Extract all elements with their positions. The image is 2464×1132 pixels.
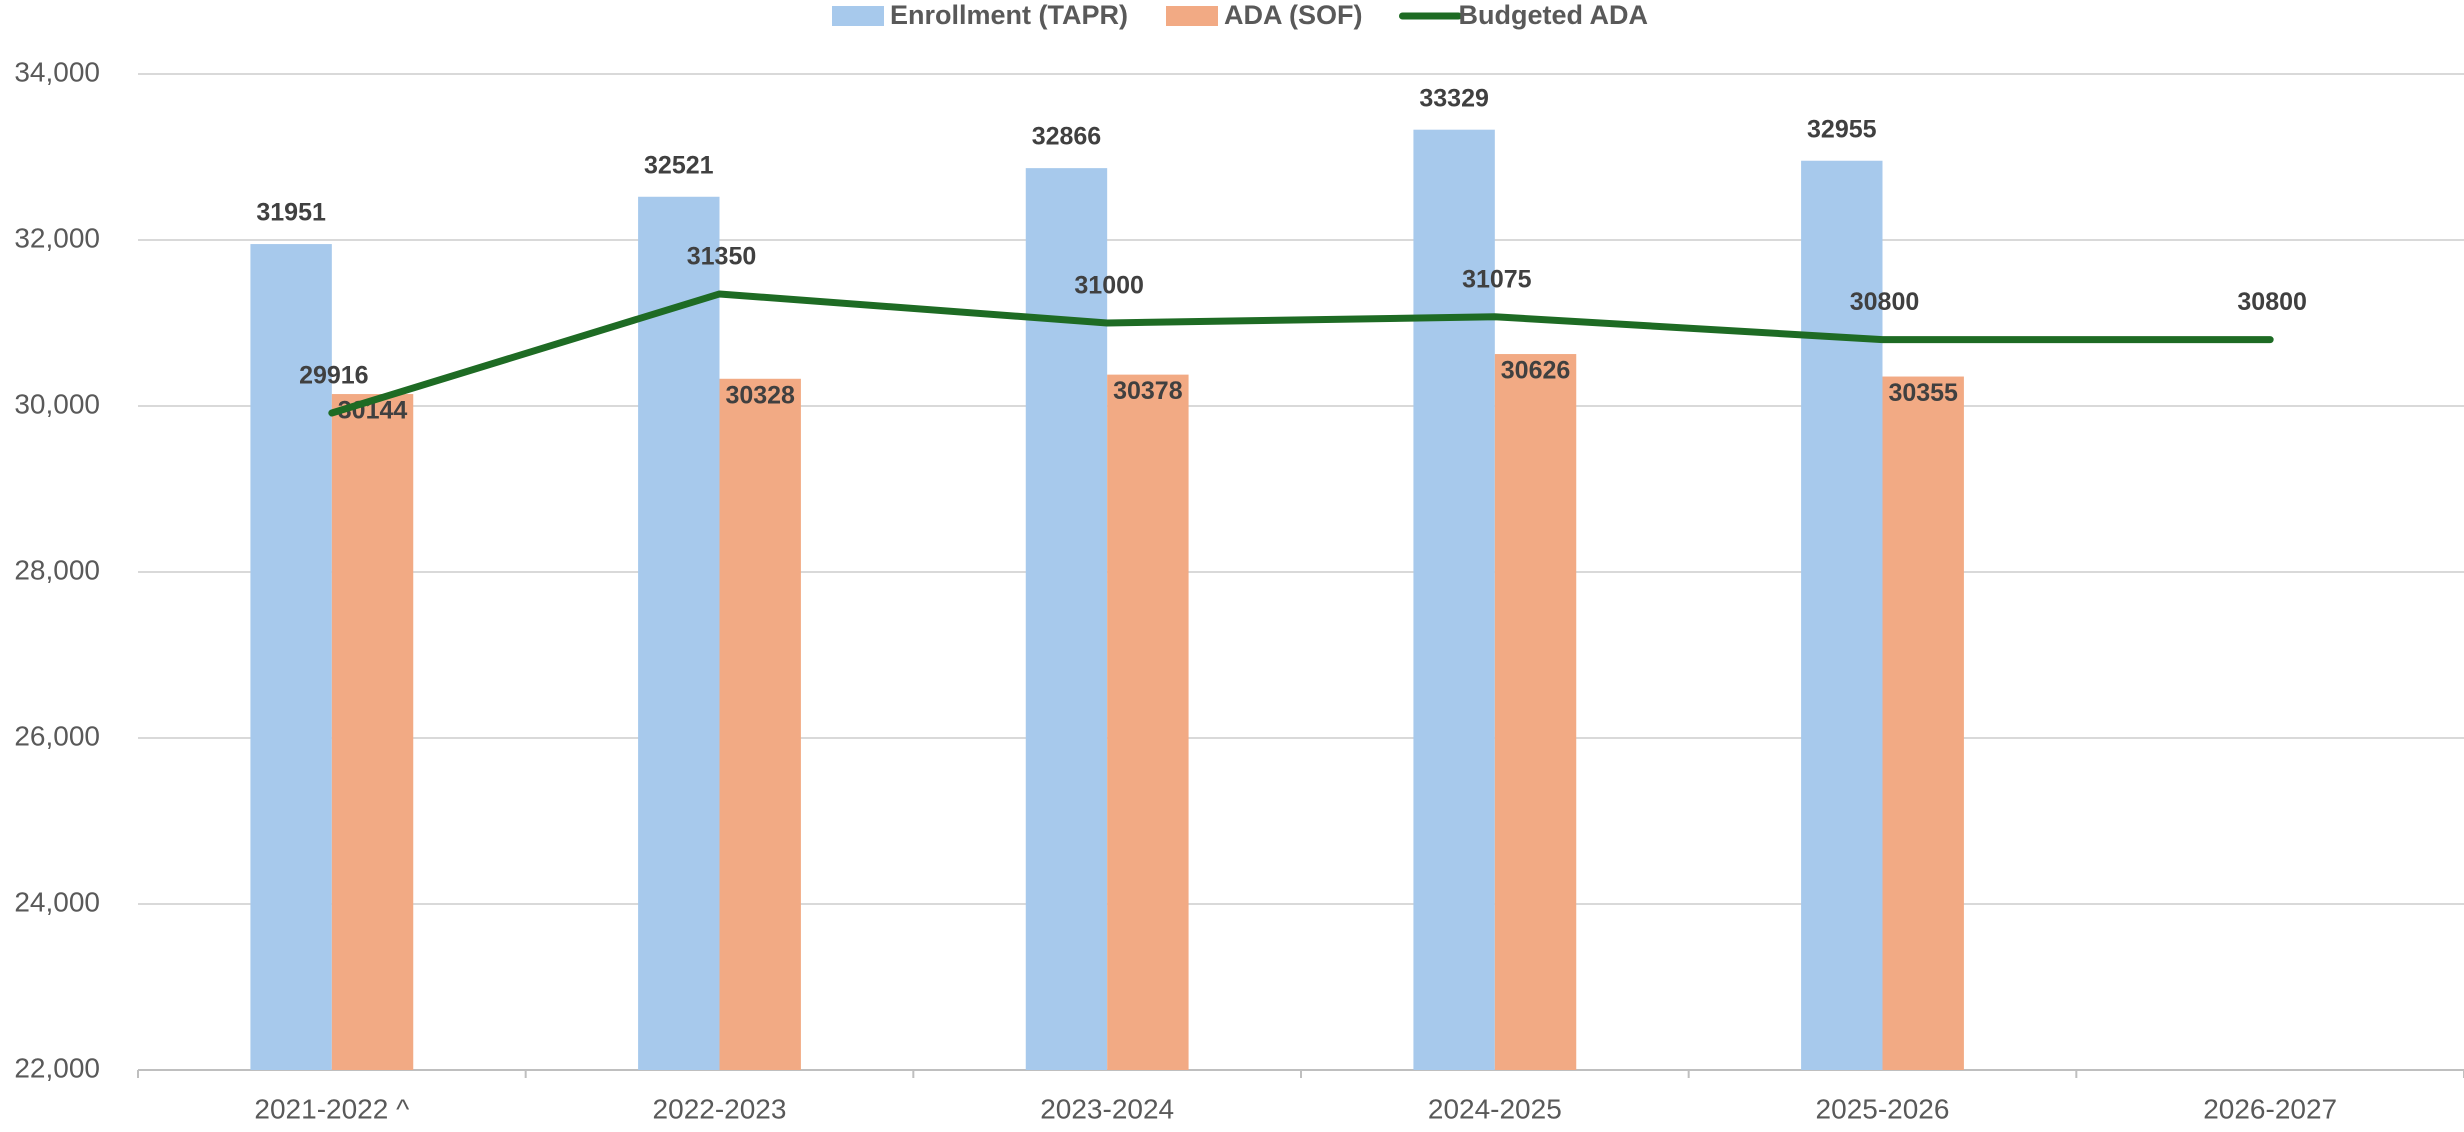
data-label: 30800 (1850, 288, 1920, 316)
legend-swatch (1166, 6, 1218, 26)
bar (1494, 354, 1577, 1070)
x-tick-label: 2022-2023 (653, 1093, 787, 1124)
data-label: 33329 (1419, 84, 1489, 112)
data-label: 29916 (299, 362, 369, 390)
bar (1801, 160, 1883, 1071)
bar (331, 394, 414, 1071)
data-label: 31000 (1074, 272, 1144, 300)
data-label: 30378 (1113, 377, 1183, 405)
bar (1107, 374, 1189, 1071)
bar (1025, 168, 1108, 1070)
bar (1413, 129, 1495, 1070)
y-tick-label: 34,000 (14, 56, 100, 87)
x-tick-label: 2021-2022 ^ (254, 1093, 409, 1124)
bar (719, 378, 801, 1070)
data-label: 30328 (725, 381, 795, 409)
legend-label: Enrollment (TAPR) (890, 0, 1128, 30)
legend-label: Budgeted ADA (1458, 0, 1648, 30)
y-tick-label: 28,000 (14, 554, 100, 585)
data-label: 30626 (1501, 357, 1571, 385)
legend-label: ADA (SOF) (1224, 0, 1362, 30)
y-tick-label: 30,000 (14, 388, 100, 419)
line-series (328, 290, 2274, 417)
x-tick-label: 2025-2026 (1816, 1093, 1950, 1124)
data-label: 30800 (2237, 288, 2307, 316)
data-label: 32866 (1032, 123, 1102, 151)
bar (1882, 376, 1964, 1070)
x-tick-label: 2024-2025 (1428, 1093, 1562, 1124)
data-label: 31350 (687, 243, 757, 271)
data-label: 32955 (1807, 115, 1877, 143)
bar (638, 196, 720, 1070)
legend-swatch (832, 6, 884, 26)
data-label: 32521 (644, 151, 714, 179)
data-label: 31075 (1462, 265, 1532, 293)
data-label: 31951 (256, 199, 326, 227)
data-label: 30355 (1888, 379, 1958, 407)
y-tick-label: 32,000 (14, 222, 100, 253)
y-tick-label: 24,000 (14, 886, 100, 917)
x-tick-label: 2023-2024 (1040, 1093, 1174, 1124)
y-tick-label: 26,000 (14, 720, 100, 751)
y-tick-label: 22,000 (14, 1052, 100, 1083)
x-tick-label: 2026-2027 (2203, 1093, 2337, 1124)
bar (250, 244, 332, 1070)
